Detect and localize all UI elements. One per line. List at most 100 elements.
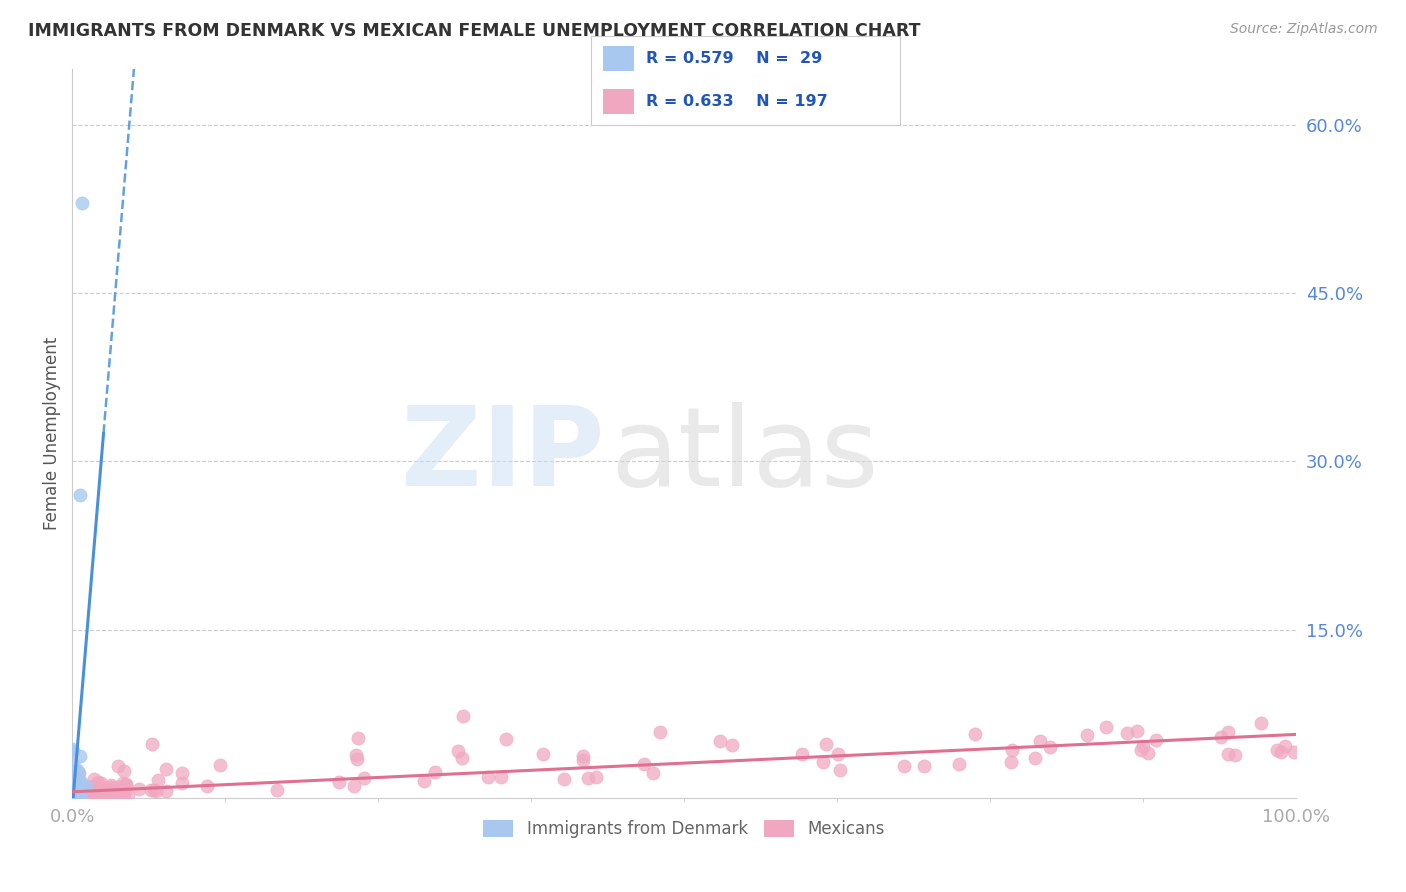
Point (111, 782, 134, 797)
Point (82, 788, 104, 802)
Point (65, 786, 87, 800)
Point (69, 774, 91, 789)
Point (76, 788, 98, 802)
Point (100, 778, 122, 792)
Point (93, 789, 115, 803)
Point (155, 762, 177, 776)
Point (70, 196, 93, 211)
Point (65, 776, 87, 790)
Point (827, 747, 849, 762)
Point (1137, 746, 1160, 760)
Point (97, 788, 120, 802)
Point (77, 786, 100, 800)
Point (91, 788, 114, 802)
Point (66, 763, 89, 777)
Point (86, 786, 108, 800)
Point (91, 786, 114, 800)
Point (67, 787, 90, 801)
Point (1282, 745, 1305, 759)
Point (1024, 751, 1046, 765)
Point (1076, 728, 1098, 742)
Point (62, 744, 84, 758)
Point (84, 786, 107, 800)
Point (146, 773, 169, 788)
Bar (603, 46, 634, 71)
Point (1211, 730, 1233, 744)
Point (79, 787, 101, 801)
Point (63, 776, 86, 790)
Point (65, 781, 87, 796)
Point (75, 787, 97, 801)
Point (83, 785, 105, 799)
Point (112, 786, 135, 800)
Text: atlas: atlas (610, 401, 879, 508)
Text: ZIP: ZIP (401, 401, 605, 508)
Point (104, 788, 127, 802)
Point (100, 788, 122, 802)
Text: R = 0.633    N = 197: R = 0.633 N = 197 (647, 95, 828, 109)
Point (105, 786, 128, 800)
Point (83, 772, 105, 786)
Point (79, 789, 101, 804)
Point (72, 789, 94, 804)
Point (66, 783, 89, 797)
Point (107, 783, 129, 797)
Point (82, 783, 104, 797)
Point (73, 789, 96, 803)
Point (69, 749, 91, 764)
Y-axis label: Female Unemployment: Female Unemployment (44, 336, 60, 530)
Point (72, 790, 94, 805)
Point (1126, 723, 1149, 738)
Point (1216, 725, 1239, 739)
Point (91, 783, 114, 797)
Point (197, 779, 219, 793)
Point (62, 742, 84, 756)
Point (1001, 743, 1024, 757)
Point (82, 783, 104, 797)
Point (139, 782, 162, 797)
Point (112, 764, 135, 778)
Point (143, 782, 166, 797)
Point (73, 789, 96, 804)
Point (66, 789, 89, 804)
Point (105, 789, 128, 803)
Point (62, 791, 84, 805)
Point (93, 789, 115, 803)
Bar (603, 89, 634, 114)
Point (86, 786, 108, 800)
Point (89, 785, 111, 799)
Point (69, 781, 91, 796)
Point (69, 789, 91, 804)
Point (69, 781, 91, 796)
Point (572, 753, 595, 767)
Point (553, 772, 575, 787)
Point (90, 786, 112, 800)
Point (65, 779, 87, 793)
Point (67, 766, 90, 780)
Point (66, 789, 89, 804)
Point (104, 787, 127, 801)
Point (76, 780, 98, 795)
Point (98, 786, 121, 800)
Point (65, 779, 87, 793)
Point (208, 758, 231, 772)
Point (170, 765, 193, 780)
Point (93, 784, 115, 798)
Point (266, 783, 288, 797)
Text: R = 0.579    N =  29: R = 0.579 N = 29 (647, 52, 823, 66)
Point (648, 725, 671, 739)
Point (69, 788, 91, 802)
Point (830, 763, 852, 777)
Point (963, 727, 986, 741)
Point (77, 789, 100, 803)
Point (1000, 755, 1022, 769)
Point (709, 734, 731, 748)
Point (97, 781, 120, 796)
Point (70, 782, 93, 797)
Point (141, 737, 163, 751)
Point (112, 786, 135, 800)
Point (811, 755, 834, 769)
Text: Source: ZipAtlas.com: Source: ZipAtlas.com (1230, 22, 1378, 37)
Point (1116, 726, 1139, 740)
Point (70, 790, 93, 805)
